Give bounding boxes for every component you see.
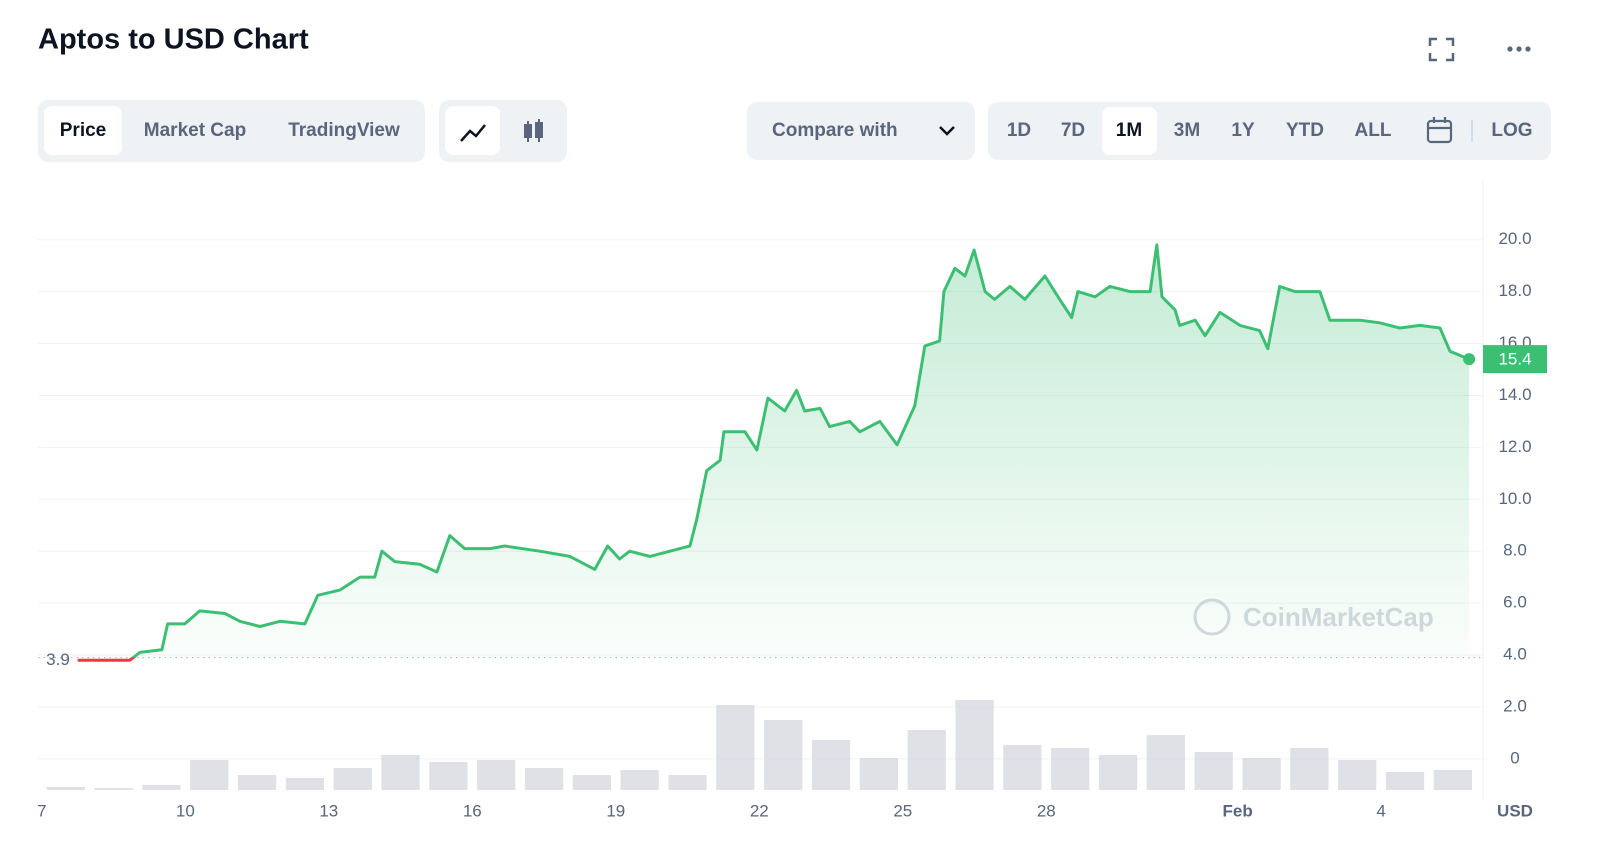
candle-icon[interactable] xyxy=(524,119,543,142)
volume-bar xyxy=(572,775,612,790)
x-tick-label: Feb xyxy=(1223,801,1253,820)
axis-unit: USD xyxy=(1497,801,1533,820)
range-button[interactable]: 1D xyxy=(1007,120,1031,141)
volume-bar xyxy=(1338,760,1377,790)
volume-bar xyxy=(477,760,516,790)
x-tick-label: 25 xyxy=(893,801,912,820)
volume-bar xyxy=(955,700,994,790)
range-button[interactable]: ALL xyxy=(1355,120,1392,141)
volume-bar xyxy=(524,768,564,790)
volume-bar xyxy=(1290,748,1329,790)
active-tab xyxy=(44,106,122,155)
reference-label: 3.9 xyxy=(46,650,70,669)
x-tick-label: 22 xyxy=(750,801,769,820)
x-tick-label: 16 xyxy=(463,801,482,820)
volume-bar xyxy=(620,770,659,790)
volume-bar xyxy=(381,755,420,790)
x-tick-label: 13 xyxy=(319,801,338,820)
active-range xyxy=(1102,107,1157,155)
volume-bar xyxy=(94,788,133,790)
more-icon[interactable] xyxy=(1507,46,1531,52)
y-tick-label: 8.0 xyxy=(1503,541,1527,560)
range-button[interactable]: 1Y xyxy=(1231,120,1255,141)
calendar-icon[interactable] xyxy=(1426,117,1453,144)
volume-bar xyxy=(142,785,181,790)
volume-bar xyxy=(237,775,277,790)
tab[interactable]: Market Cap xyxy=(144,120,246,141)
range-button[interactable]: YTD xyxy=(1286,120,1324,141)
compare-label: Compare with xyxy=(772,120,898,141)
volume-bar xyxy=(764,720,803,790)
volume-bar xyxy=(1385,772,1425,790)
volume-bar xyxy=(190,760,229,790)
y-tick-label: 12.0 xyxy=(1498,437,1531,456)
range-button[interactable]: 3M xyxy=(1174,120,1200,141)
volume-bar xyxy=(1051,748,1090,790)
y-tick-label: 0 xyxy=(1510,748,1519,767)
log-button[interactable]: LOG xyxy=(1491,120,1532,141)
y-tick-label: 14.0 xyxy=(1498,385,1531,404)
range-button[interactable]: 7D xyxy=(1061,120,1085,141)
x-tick-label: 19 xyxy=(606,801,625,820)
y-tick-label: 18.0 xyxy=(1498,281,1531,300)
last-point xyxy=(1463,353,1476,366)
tab[interactable]: TradingView xyxy=(288,120,400,141)
volume-bar xyxy=(668,775,707,790)
y-tick-label: 4.0 xyxy=(1503,645,1527,664)
volume-bar xyxy=(1194,752,1233,790)
compare-dropdown[interactable] xyxy=(747,102,975,160)
price-badge xyxy=(1483,345,1547,374)
x-tick-label: 10 xyxy=(176,801,195,820)
y-tick-label: 2.0 xyxy=(1503,696,1527,715)
volume-bar xyxy=(1433,770,1472,790)
x-tick-label: 4 xyxy=(1376,801,1385,820)
volume-bar xyxy=(1242,758,1281,790)
volume-bar xyxy=(285,778,325,790)
volume-bar xyxy=(907,730,946,790)
tab[interactable]: Price xyxy=(60,120,106,141)
y-tick-label: 6.0 xyxy=(1503,593,1527,612)
volume-bar xyxy=(1146,735,1186,790)
y-tick-label: 10.0 xyxy=(1498,489,1531,508)
price-line xyxy=(77,243,1470,662)
volume-bar xyxy=(333,768,372,790)
fullscreen-icon[interactable] xyxy=(1428,37,1455,62)
x-tick-label: 28 xyxy=(1037,801,1056,820)
chart-title: Aptos to USD Chart xyxy=(38,24,309,56)
volume-bar xyxy=(46,787,85,790)
active-chart-type[interactable] xyxy=(445,106,500,155)
chevron-icon xyxy=(939,126,955,136)
tab-group xyxy=(38,100,425,162)
price-badge-label: 15.4 xyxy=(1498,350,1531,369)
price-area xyxy=(77,244,1470,661)
volume-bar xyxy=(859,758,899,790)
volume-bar xyxy=(811,740,851,790)
range-button[interactable]: 1M xyxy=(1116,120,1142,141)
volume-bar xyxy=(1003,745,1042,790)
x-tick-label: 7 xyxy=(37,801,46,820)
volume-bar xyxy=(429,762,468,790)
y-tick-label: 20.0 xyxy=(1498,229,1531,248)
volume-bar xyxy=(716,705,755,790)
volume-bar xyxy=(1098,755,1138,790)
line-icon xyxy=(460,124,486,142)
